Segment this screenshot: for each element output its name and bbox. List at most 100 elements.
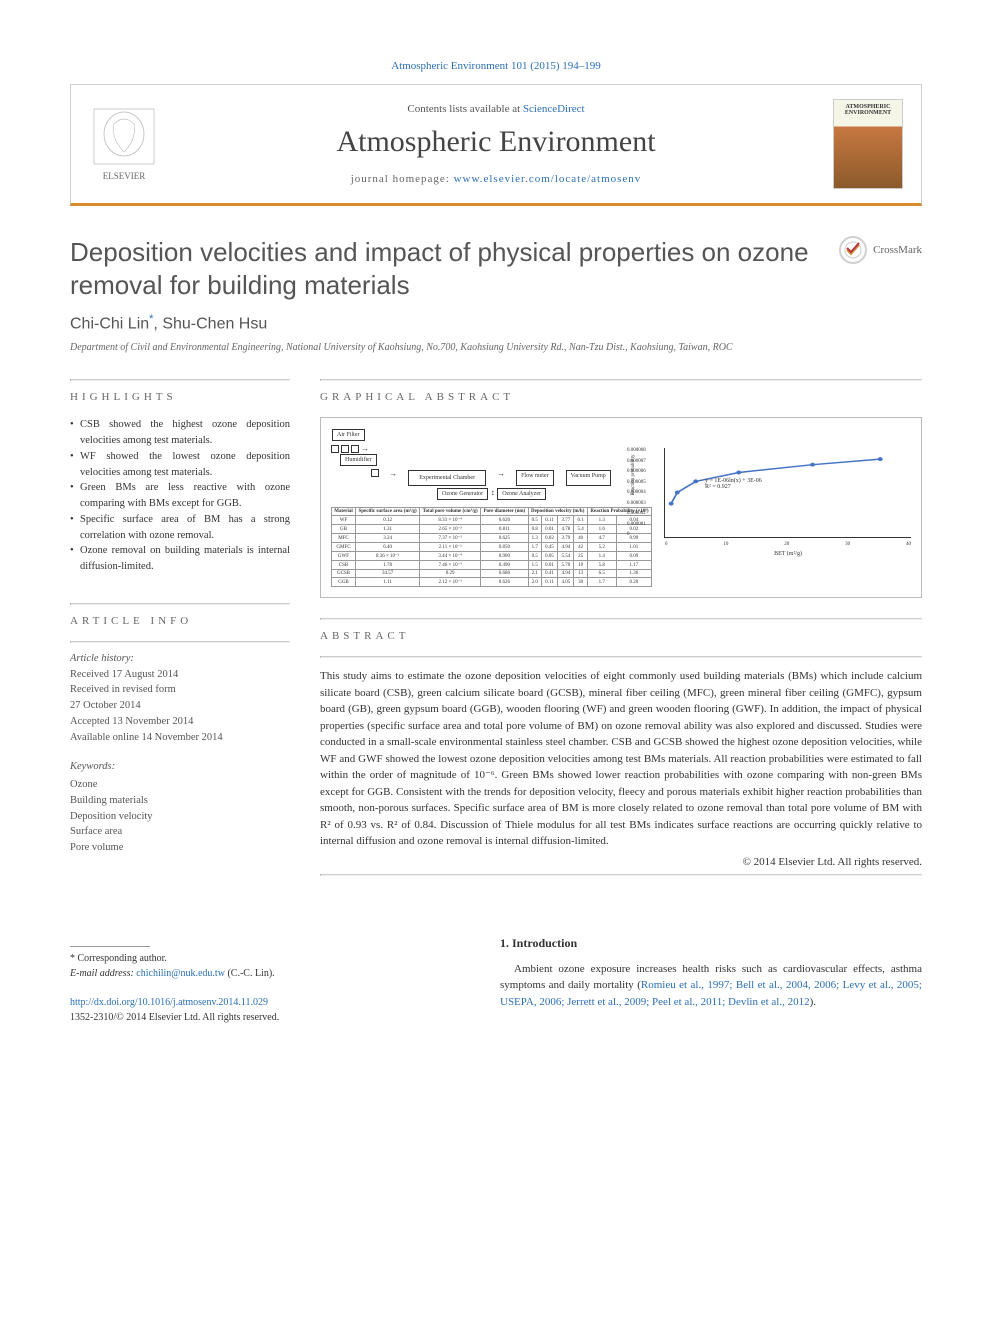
schematic-pump: Vacuum Pump — [566, 470, 611, 486]
ga-td: WF — [332, 516, 356, 525]
schematic-chamber: Experimental Chamber — [408, 470, 486, 486]
cover-title: ATMOSPHERIC ENVIRONMENT — [834, 100, 902, 116]
journal-name: Atmospheric Environment — [177, 125, 815, 159]
xtick: 20 — [784, 542, 789, 547]
footer-notes: * Corresponding author. E-mail address: … — [70, 946, 470, 1025]
sciencedirect-link[interactable]: ScienceDirect — [523, 103, 585, 115]
ga-th: Material — [332, 508, 356, 516]
ga-td: 2.11 × 10⁻² — [420, 543, 481, 552]
chart-yaxis: 0.000008 0.000007 0.000006 0.000005 0.00… — [627, 448, 646, 537]
article-title: Deposition velocities and impact of phys… — [70, 236, 819, 301]
article-history: Article history: Received 17 August 2014… — [70, 643, 290, 746]
history-line: Accepted 13 November 2014 — [70, 716, 193, 727]
ga-td: 13 — [574, 570, 587, 578]
xtick: 30 — [845, 542, 850, 547]
ga-td: 0.11 — [541, 516, 557, 525]
ga-td: 1.01 — [616, 543, 651, 552]
ga-td: 30 — [574, 578, 587, 587]
ga-td: 7.46 × 10⁻³ — [420, 561, 481, 570]
keywords-label: Keywords: — [70, 759, 290, 775]
ga-td: GCSB — [332, 570, 356, 578]
ytick: 0.000001 — [627, 522, 646, 527]
affiliation: Department of Civil and Environmental En… — [70, 341, 922, 355]
doi-link[interactable]: http://dx.doi.org/10.1016/j.atmosenv.201… — [70, 997, 268, 1008]
abstract-heading: ABSTRACT — [320, 620, 922, 642]
ga-table-row: GWF8.36 × 10⁻²3.44 × 10⁻⁴0.9000.50.055.5… — [332, 552, 652, 561]
ga-table: Material Specific surface area (m²/g) To… — [331, 507, 652, 587]
ga-schematic: Air Filter → Humidifier → — [331, 428, 652, 501]
top-citation: Atmospheric Environment 101 (2015) 194–1… — [70, 60, 922, 72]
ytick: 0.000007 — [627, 459, 646, 464]
ga-td: 0.01 — [541, 525, 557, 534]
highlight-item: WF showed the lowest ozone deposition ve… — [70, 449, 290, 481]
ga-td: 2.1 — [528, 570, 541, 578]
ga-td: 0.900 — [481, 552, 528, 561]
chart-xaxis: 0 10 20 30 40 — [665, 542, 911, 547]
ytick: 0.000005 — [627, 480, 646, 485]
schematic-ozonegen: Ozone Generator — [437, 488, 488, 500]
ga-td: 1.36 — [616, 570, 651, 578]
email-link[interactable]: chichilin@nuk.edu.tw — [136, 968, 225, 979]
ga-td: 5.4 — [574, 525, 587, 534]
chart-equation: y = 1E-06ln(x) + 3E-06 R² = 0.927 — [705, 478, 762, 490]
email-suffix: (C.-C. Lin). — [225, 968, 275, 979]
schematic-analyzer: Ozone Analyzer — [497, 488, 546, 500]
introduction: 1. Introduction Ambient ozone exposure i… — [500, 936, 922, 1011]
schematic-airfilter: Air Filter — [332, 429, 365, 441]
crossmark-badge[interactable]: CrossMark — [839, 236, 922, 264]
ga-td: 4.7 — [587, 534, 616, 543]
ga-td: 0.1 — [574, 516, 587, 525]
contents-text: Contents lists available at — [407, 103, 522, 115]
journal-cover-thumb: ATMOSPHERIC ENVIRONMENT — [833, 99, 903, 189]
ga-td: 4.94 — [558, 570, 574, 578]
intro-post: ). — [810, 996, 816, 1008]
xtick: 0 — [665, 542, 668, 547]
ga-td: 0.850 — [481, 543, 528, 552]
ga-td: 4.94 — [558, 543, 574, 552]
intro-heading: 1. Introduction — [500, 936, 922, 951]
crossmark-icon — [844, 241, 862, 259]
ga-td: 1.6 — [587, 525, 616, 534]
ga-table-row: GGB1.112.12 × 10⁻³0.6262.00.114.05301.70… — [332, 578, 652, 587]
ga-td: 1.3 — [528, 534, 541, 543]
ga-td: 8.36 × 10⁻² — [355, 552, 419, 561]
ga-td: 5.2 — [587, 543, 616, 552]
issn-line: 1352-2310/© 2014 Elsevier Ltd. All right… — [70, 1010, 470, 1025]
ga-table-row: GMFC6.402.11 × 10⁻²0.8501.70.454.94425.2… — [332, 543, 652, 552]
homepage-link[interactable]: www.elsevier.com/locate/atmosenv — [454, 173, 642, 185]
ga-td: 4.78 — [558, 525, 574, 534]
ga-td: 3.44 × 10⁻⁴ — [420, 552, 481, 561]
ga-td: 1.17 — [616, 561, 651, 570]
ga-td: 1.7 — [528, 543, 541, 552]
keywords-block: Keywords: Ozone Building materials Depos… — [70, 745, 290, 856]
ga-td: 0.29 — [420, 570, 481, 578]
ga-td: 1.11 — [355, 578, 419, 587]
ga-th: Deposition velocity (m/h) — [528, 508, 587, 516]
ga-td: GB — [332, 525, 356, 534]
ga-th: Specific surface area (m²/g) — [355, 508, 419, 516]
ga-td: GWF — [332, 552, 356, 561]
history-line: Received 17 August 2014 — [70, 669, 178, 680]
ga-td: 2.65 × 10⁻³ — [420, 525, 481, 534]
history-line: Available online 14 November 2014 — [70, 732, 223, 743]
ga-td: 0.5 — [528, 552, 541, 561]
author-1: Chi-Chi Lin — [70, 315, 149, 332]
schematic-flowmeter: Flow meter — [516, 470, 554, 486]
ytick: 0 — [627, 532, 646, 537]
ga-td: GGB — [332, 578, 356, 587]
homepage-label: journal homepage: — [351, 173, 454, 185]
ytick: 0.000003 — [627, 501, 646, 506]
citation-link[interactable]: Atmospheric Environment 101 (2015) 194–1… — [391, 60, 601, 72]
ga-table-row: MFC3.247.37 × 10⁻³0.6251.30.023.79404.70… — [332, 534, 652, 543]
ga-td: 0.11 — [541, 578, 557, 587]
highlights-heading: HIGHLIGHTS — [70, 381, 290, 403]
authors: Chi-Chi Lin*, Shu-Chen Hsu — [70, 313, 922, 333]
ga-td: 0.12 — [355, 516, 419, 525]
ga-chart: Reaction probability 0.000008 0.000007 0… — [664, 448, 911, 538]
ga-td: 1.31 — [355, 525, 419, 534]
article-info-heading: ARTICLE INFO — [70, 605, 290, 627]
ga-td: 0.490 — [481, 561, 528, 570]
ytick: 0.000004 — [627, 490, 646, 495]
ga-table-row: GCSB34.570.296.6862.10.414.94136.51.36 — [332, 570, 652, 578]
ga-td: MFC — [332, 534, 356, 543]
